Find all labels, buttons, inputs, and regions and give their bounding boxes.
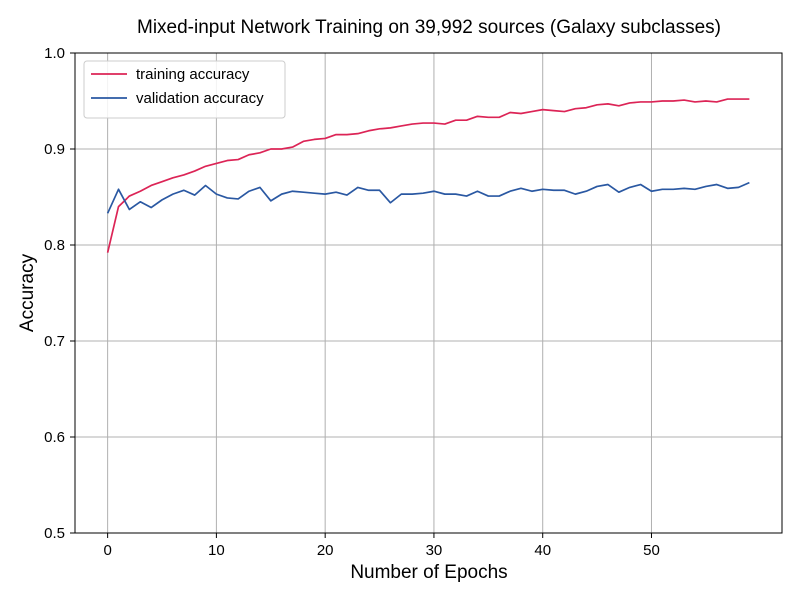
x-axis: 0 10 20 30 40 50: [103, 533, 660, 559]
x-tick-label: 10: [208, 542, 225, 559]
legend-label-validation: validation accuracy: [136, 90, 264, 107]
legend-box: [83, 60, 286, 119]
x-tick-label: 30: [426, 542, 443, 559]
legend: training accuracy validation accuracy: [83, 60, 286, 119]
x-tick-label: 20: [317, 542, 334, 559]
x-tick-label: 40: [534, 542, 551, 559]
training-accuracy-line: [106, 98, 750, 253]
plot-frame: [74, 52, 783, 534]
y-axis-label: Accuracy: [17, 253, 38, 332]
y-tick-label: 0.6: [44, 429, 65, 446]
series-layer: [106, 98, 750, 253]
y-tick-label: 0.9: [44, 141, 65, 158]
y-tick-label: 0.7: [44, 333, 65, 350]
x-axis-label: Number of Epochs: [350, 562, 507, 583]
validation-accuracy-line: [106, 181, 750, 214]
x-tick-label: 50: [643, 542, 660, 559]
y-tick-label: 0.8: [44, 237, 65, 254]
grid: [75, 52, 782, 534]
legend-label-training: training accuracy: [136, 66, 250, 83]
x-tick-label: 0: [103, 542, 111, 559]
chart-title: Mixed-input Network Training on 39,992 s…: [137, 17, 721, 38]
y-tick-label: 0.5: [44, 525, 65, 542]
y-tick-label: 1.0: [44, 45, 65, 62]
y-axis: 0.5 0.6 0.7 0.8 0.9 1.0: [44, 45, 75, 542]
